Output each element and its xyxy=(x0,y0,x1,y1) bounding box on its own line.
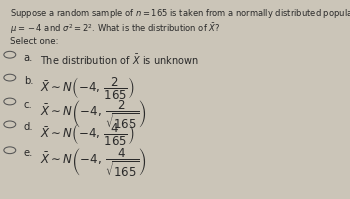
Text: Suppose a random sample of $n = 165$ is taken from a normally distributed popula: Suppose a random sample of $n = 165$ is … xyxy=(10,7,350,20)
Text: $\bar{X} \sim N\left(-4,\, \dfrac{4}{\sqrt{165}}\right)$: $\bar{X} \sim N\left(-4,\, \dfrac{4}{\sq… xyxy=(40,147,147,179)
Text: c.: c. xyxy=(24,100,33,109)
Text: $\bar{X} \sim N\left(-4,\, \dfrac{4}{165}\right)$: $\bar{X} \sim N\left(-4,\, \dfrac{4}{165… xyxy=(40,121,135,147)
Text: $\bar{X} \sim N\left(-4,\, \dfrac{2}{\sqrt{165}}\right)$: $\bar{X} \sim N\left(-4,\, \dfrac{2}{\sq… xyxy=(40,99,147,131)
Text: The distribution of $\bar{X}$ is unknown: The distribution of $\bar{X}$ is unknown xyxy=(40,53,199,67)
Text: a.: a. xyxy=(24,53,33,63)
Text: $\bar{X} \sim N\left(-4,\, \dfrac{2}{165}\right)$: $\bar{X} \sim N\left(-4,\, \dfrac{2}{165… xyxy=(40,75,135,101)
Text: b.: b. xyxy=(24,76,33,86)
Text: Select one:: Select one: xyxy=(10,37,58,46)
Text: e.: e. xyxy=(24,148,33,158)
Text: d.: d. xyxy=(24,122,33,132)
Text: $\mu = -4$ and $\sigma^2 = 2^2$. What is the distribution of $\bar{X}$?: $\mu = -4$ and $\sigma^2 = 2^2$. What is… xyxy=(10,21,220,36)
